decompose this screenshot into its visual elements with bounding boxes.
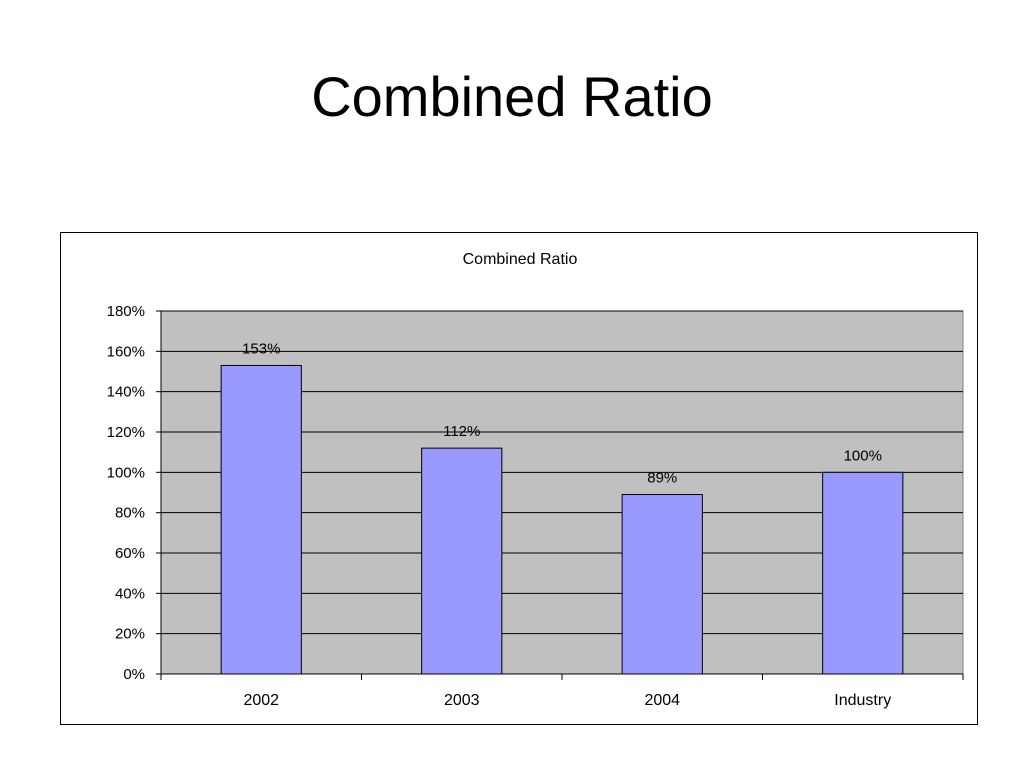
slide-title: Combined Ratio [311,65,713,128]
data-label: 100% [844,447,882,464]
y-tick-label: 180% [107,303,145,320]
y-tick-label: 40% [115,585,145,602]
labels: 0% 20% 40% 60% 80% 100% 120% 140% 160% 180% 153% 20… [107,303,892,709]
y-tick-label: 60% [115,545,145,562]
y-tick-label: 100% [107,464,145,481]
x-category-label: 2003 [444,692,480,709]
bar [220,364,302,675]
x-category-label: 2002 [243,692,279,709]
bar [421,447,503,675]
y-tick-label: 160% [107,343,145,360]
x-category-label: 2004 [644,692,680,709]
bar [621,494,703,675]
bar [822,471,904,675]
y-tick-label: 80% [115,505,145,522]
data-label: 153% [242,340,280,357]
data-label: 112% [443,423,480,440]
bars [220,364,904,675]
axes [156,310,964,680]
chart-title: Combined Ratio [463,251,578,268]
y-tick-label: 120% [107,424,145,441]
data-label: 89% [647,470,677,487]
y-tick-label: 140% [107,384,145,401]
y-tick-label: 0% [123,666,145,683]
y-tick-label: 20% [115,626,145,643]
x-category-label: Industry [834,692,891,709]
